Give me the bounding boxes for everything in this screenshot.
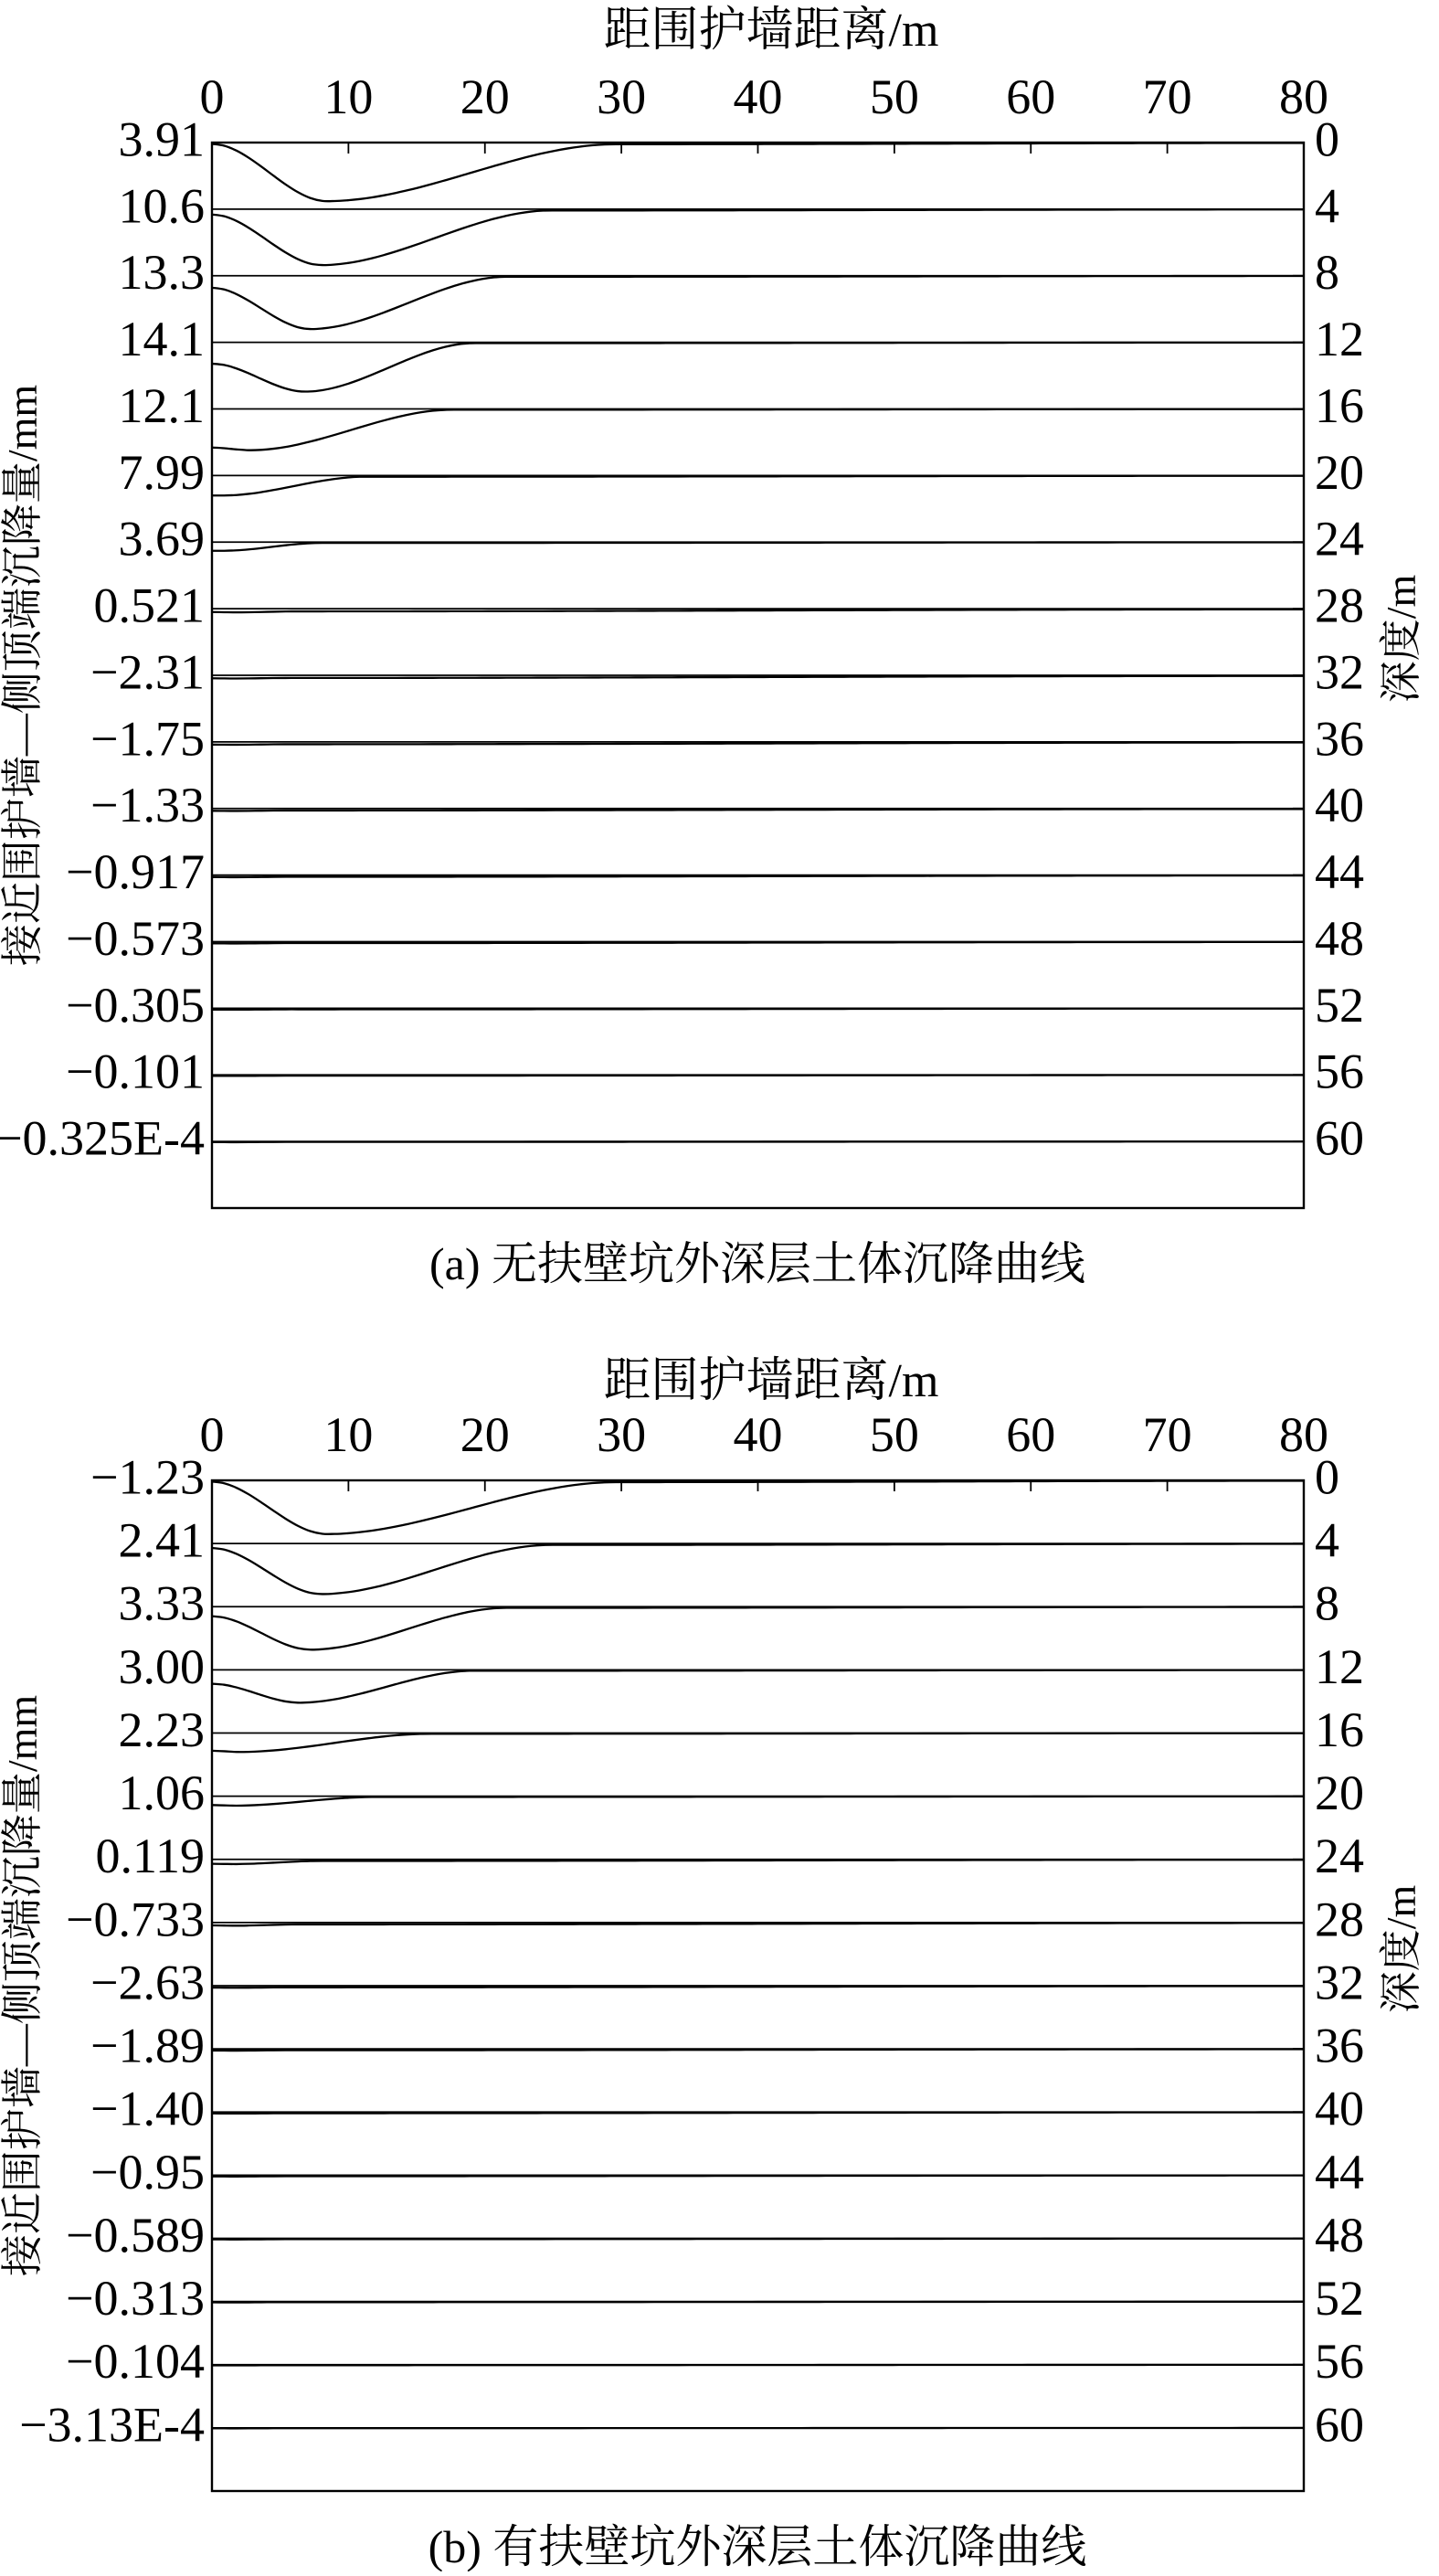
- svg-text:40: 40: [734, 1407, 783, 1462]
- svg-text:4: 4: [1315, 1513, 1339, 1568]
- svg-text:−0.95: −0.95: [90, 2145, 205, 2200]
- svg-text:(a) 无扶壁坑外深层土体沉降曲线: (a) 无扶壁坑外深层土体沉降曲线: [429, 1238, 1085, 1289]
- svg-text:0.119: 0.119: [96, 1829, 206, 1883]
- svg-text:50: 50: [870, 1407, 919, 1462]
- svg-text:44: 44: [1315, 2145, 1364, 2200]
- svg-text:深度/m: 深度/m: [1378, 1885, 1424, 2014]
- svg-text:44: 44: [1315, 844, 1364, 899]
- svg-text:8: 8: [1315, 1576, 1339, 1631]
- svg-text:10: 10: [323, 1407, 373, 1462]
- svg-text:−0.305: −0.305: [66, 978, 205, 1033]
- svg-text:3.91: 3.91: [119, 111, 206, 166]
- svg-text:16: 16: [1315, 1702, 1364, 1757]
- svg-text:−0.325E-4: −0.325E-4: [0, 1111, 205, 1166]
- svg-text:0.521: 0.521: [94, 578, 206, 633]
- svg-text:70: 70: [1143, 69, 1192, 124]
- svg-text:40: 40: [1315, 2082, 1364, 2136]
- svg-text:56: 56: [1315, 2334, 1364, 2389]
- svg-text:14.1: 14.1: [119, 312, 206, 366]
- svg-text:20: 20: [460, 1407, 510, 1462]
- svg-text:2.23: 2.23: [119, 1702, 206, 1757]
- svg-text:36: 36: [1315, 711, 1364, 766]
- svg-text:32: 32: [1315, 644, 1364, 699]
- svg-text:−0.573: −0.573: [66, 911, 205, 966]
- svg-text:20: 20: [1315, 445, 1364, 500]
- svg-text:10: 10: [323, 69, 373, 124]
- svg-text:60: 60: [1315, 2397, 1364, 2452]
- svg-text:40: 40: [734, 69, 783, 124]
- svg-text:20: 20: [460, 69, 510, 124]
- svg-text:16: 16: [1315, 378, 1364, 433]
- svg-text:−2.63: −2.63: [90, 1955, 205, 2009]
- svg-text:4: 4: [1315, 178, 1339, 233]
- svg-text:−1.23: −1.23: [90, 1449, 205, 1504]
- svg-text:80: 80: [1279, 69, 1328, 124]
- svg-text:−2.31: −2.31: [90, 644, 205, 699]
- svg-text:20: 20: [1315, 1765, 1364, 1820]
- svg-text:接近围护墙—侧顶端沉降量/mm: 接近围护墙—侧顶端沉降量/mm: [0, 1695, 46, 2277]
- svg-text:接近围护墙—侧顶端沉降量/mm: 接近围护墙—侧顶端沉降量/mm: [0, 385, 46, 967]
- svg-text:−0.589: −0.589: [66, 2208, 205, 2263]
- svg-text:−3.13E-4: −3.13E-4: [19, 2397, 205, 2452]
- svg-text:7.99: 7.99: [119, 445, 206, 500]
- svg-text:深度/m: 深度/m: [1378, 575, 1424, 704]
- svg-text:12: 12: [1315, 1639, 1364, 1694]
- svg-text:8: 8: [1315, 245, 1339, 300]
- svg-text:3.33: 3.33: [119, 1576, 206, 1631]
- svg-text:−0.313: −0.313: [66, 2271, 205, 2326]
- svg-text:13.3: 13.3: [119, 245, 206, 300]
- svg-text:0: 0: [200, 69, 225, 124]
- svg-text:48: 48: [1315, 2208, 1364, 2263]
- svg-text:10.6: 10.6: [119, 178, 206, 233]
- svg-text:−0.917: −0.917: [66, 844, 205, 899]
- svg-text:52: 52: [1315, 978, 1364, 1033]
- svg-text:48: 48: [1315, 911, 1364, 966]
- svg-text:12.1: 12.1: [119, 378, 206, 433]
- svg-text:24: 24: [1315, 512, 1364, 567]
- svg-text:3.00: 3.00: [119, 1639, 206, 1694]
- svg-text:−0.104: −0.104: [66, 2334, 205, 2389]
- svg-text:30: 30: [597, 69, 646, 124]
- svg-text:距围护墙距离/m: 距围护墙距离/m: [604, 5, 939, 57]
- svg-text:32: 32: [1315, 1955, 1364, 2009]
- svg-text:60: 60: [1006, 69, 1055, 124]
- svg-text:0: 0: [200, 1407, 225, 1462]
- svg-text:36: 36: [1315, 2019, 1364, 2073]
- svg-text:−0.733: −0.733: [66, 1892, 205, 1946]
- svg-text:−0.101: −0.101: [66, 1044, 205, 1099]
- svg-text:40: 40: [1315, 778, 1364, 832]
- svg-text:28: 28: [1315, 1892, 1364, 1946]
- svg-text:80: 80: [1279, 1407, 1328, 1462]
- svg-text:(b) 有扶壁坑外深层土体沉降曲线: (b) 有扶壁坑外深层土体沉降曲线: [429, 2521, 1087, 2571]
- svg-text:52: 52: [1315, 2271, 1364, 2326]
- svg-text:2.41: 2.41: [119, 1513, 206, 1568]
- svg-text:3.69: 3.69: [119, 512, 206, 567]
- svg-text:60: 60: [1315, 1111, 1364, 1166]
- svg-text:50: 50: [870, 69, 919, 124]
- svg-text:24: 24: [1315, 1829, 1364, 1883]
- svg-text:60: 60: [1006, 1407, 1055, 1462]
- svg-text:56: 56: [1315, 1044, 1364, 1099]
- svg-text:−1.40: −1.40: [90, 2082, 205, 2136]
- svg-text:−1.89: −1.89: [90, 2019, 205, 2073]
- svg-text:70: 70: [1143, 1407, 1192, 1462]
- svg-text:1.06: 1.06: [119, 1765, 206, 1820]
- svg-text:−1.33: −1.33: [90, 778, 205, 832]
- svg-text:30: 30: [597, 1407, 646, 1462]
- svg-text:12: 12: [1315, 312, 1364, 366]
- svg-text:−1.75: −1.75: [90, 711, 205, 766]
- svg-text:距围护墙距离/m: 距围护墙距离/m: [604, 1355, 939, 1407]
- svg-text:28: 28: [1315, 578, 1364, 633]
